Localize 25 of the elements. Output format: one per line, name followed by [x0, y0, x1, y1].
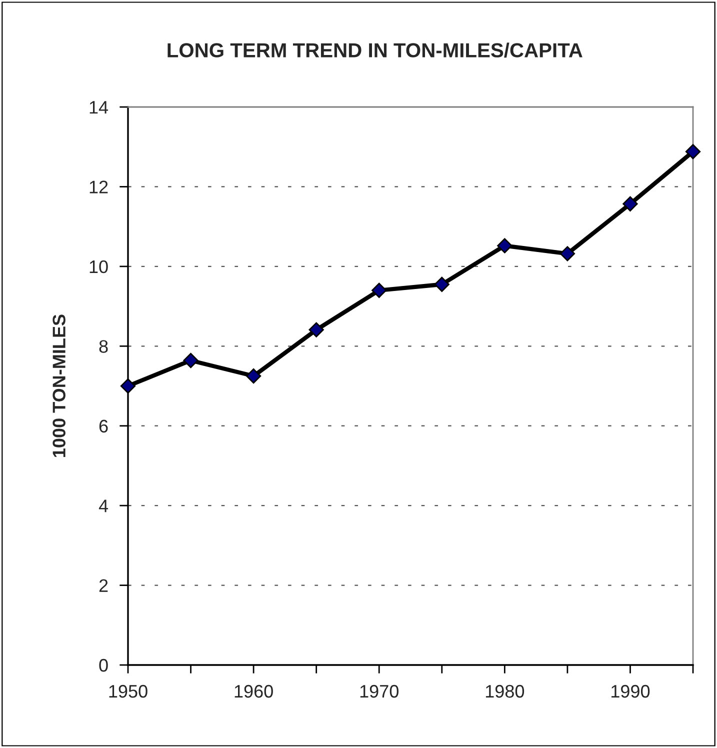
point: [497, 238, 512, 254]
point: [372, 282, 387, 298]
y-tick-label: 10: [90, 260, 108, 274]
y-tick-label: 2: [99, 579, 108, 592]
y-tick-label: 0: [99, 658, 108, 672]
point: [434, 276, 450, 292]
y-tick-label: 6: [99, 420, 108, 433]
point: [183, 352, 198, 368]
x-tick-label: 1950: [109, 684, 148, 698]
y-tick-label: 12: [90, 180, 108, 194]
point: [622, 196, 638, 212]
point: [560, 246, 576, 262]
y-tick-label: 4: [98, 500, 108, 512]
x-tick-label: 1980: [486, 684, 524, 698]
point: [308, 322, 324, 338]
x-tick-label: 1960: [234, 684, 273, 698]
point: [120, 378, 136, 394]
y-axis-title: 1000 TON-MILES: [52, 314, 66, 457]
y-tick-label: 8: [99, 340, 108, 353]
y-tick-label: 14: [90, 101, 108, 114]
x-tick-label: 1970: [360, 684, 398, 698]
x-tick-label: 1990: [612, 684, 650, 698]
chart-title: LONG TERM TREND IN TON-MILES/CAPITA: [168, 42, 582, 58]
point: [685, 144, 701, 160]
point: [246, 368, 262, 384]
